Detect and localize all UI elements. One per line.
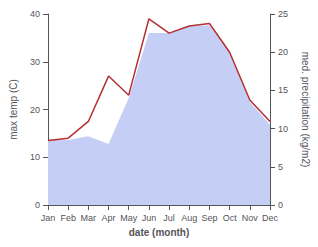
svg-text:med. precipitation (kg/m2): med. precipitation (kg/m2): [300, 52, 311, 168]
svg-text:max temp (C): max temp (C): [8, 79, 19, 140]
svg-text:0: 0: [278, 200, 283, 210]
svg-text:20: 20: [278, 47, 288, 57]
svg-text:Dec: Dec: [262, 213, 279, 223]
svg-text:May: May: [120, 213, 138, 223]
svg-text:25: 25: [278, 9, 288, 19]
svg-text:Feb: Feb: [60, 213, 76, 223]
svg-text:10: 10: [278, 124, 288, 134]
svg-text:15: 15: [278, 85, 288, 95]
svg-text:0: 0: [35, 200, 40, 210]
svg-text:Aug: Aug: [181, 213, 197, 223]
svg-text:Jan: Jan: [41, 213, 56, 223]
svg-text:Nov: Nov: [242, 213, 259, 223]
svg-text:30: 30: [30, 57, 40, 67]
svg-text:10: 10: [30, 152, 40, 162]
svg-text:20: 20: [30, 105, 40, 115]
svg-text:Oct: Oct: [223, 213, 238, 223]
svg-text:Jun: Jun: [142, 213, 157, 223]
svg-text:Mar: Mar: [81, 213, 97, 223]
svg-text:Sep: Sep: [201, 213, 217, 223]
svg-text:5: 5: [278, 162, 283, 172]
svg-text:Apr: Apr: [102, 213, 116, 223]
svg-text:Jul: Jul: [163, 213, 175, 223]
svg-text:40: 40: [30, 9, 40, 19]
svg-text:date (month): date (month): [129, 227, 190, 238]
